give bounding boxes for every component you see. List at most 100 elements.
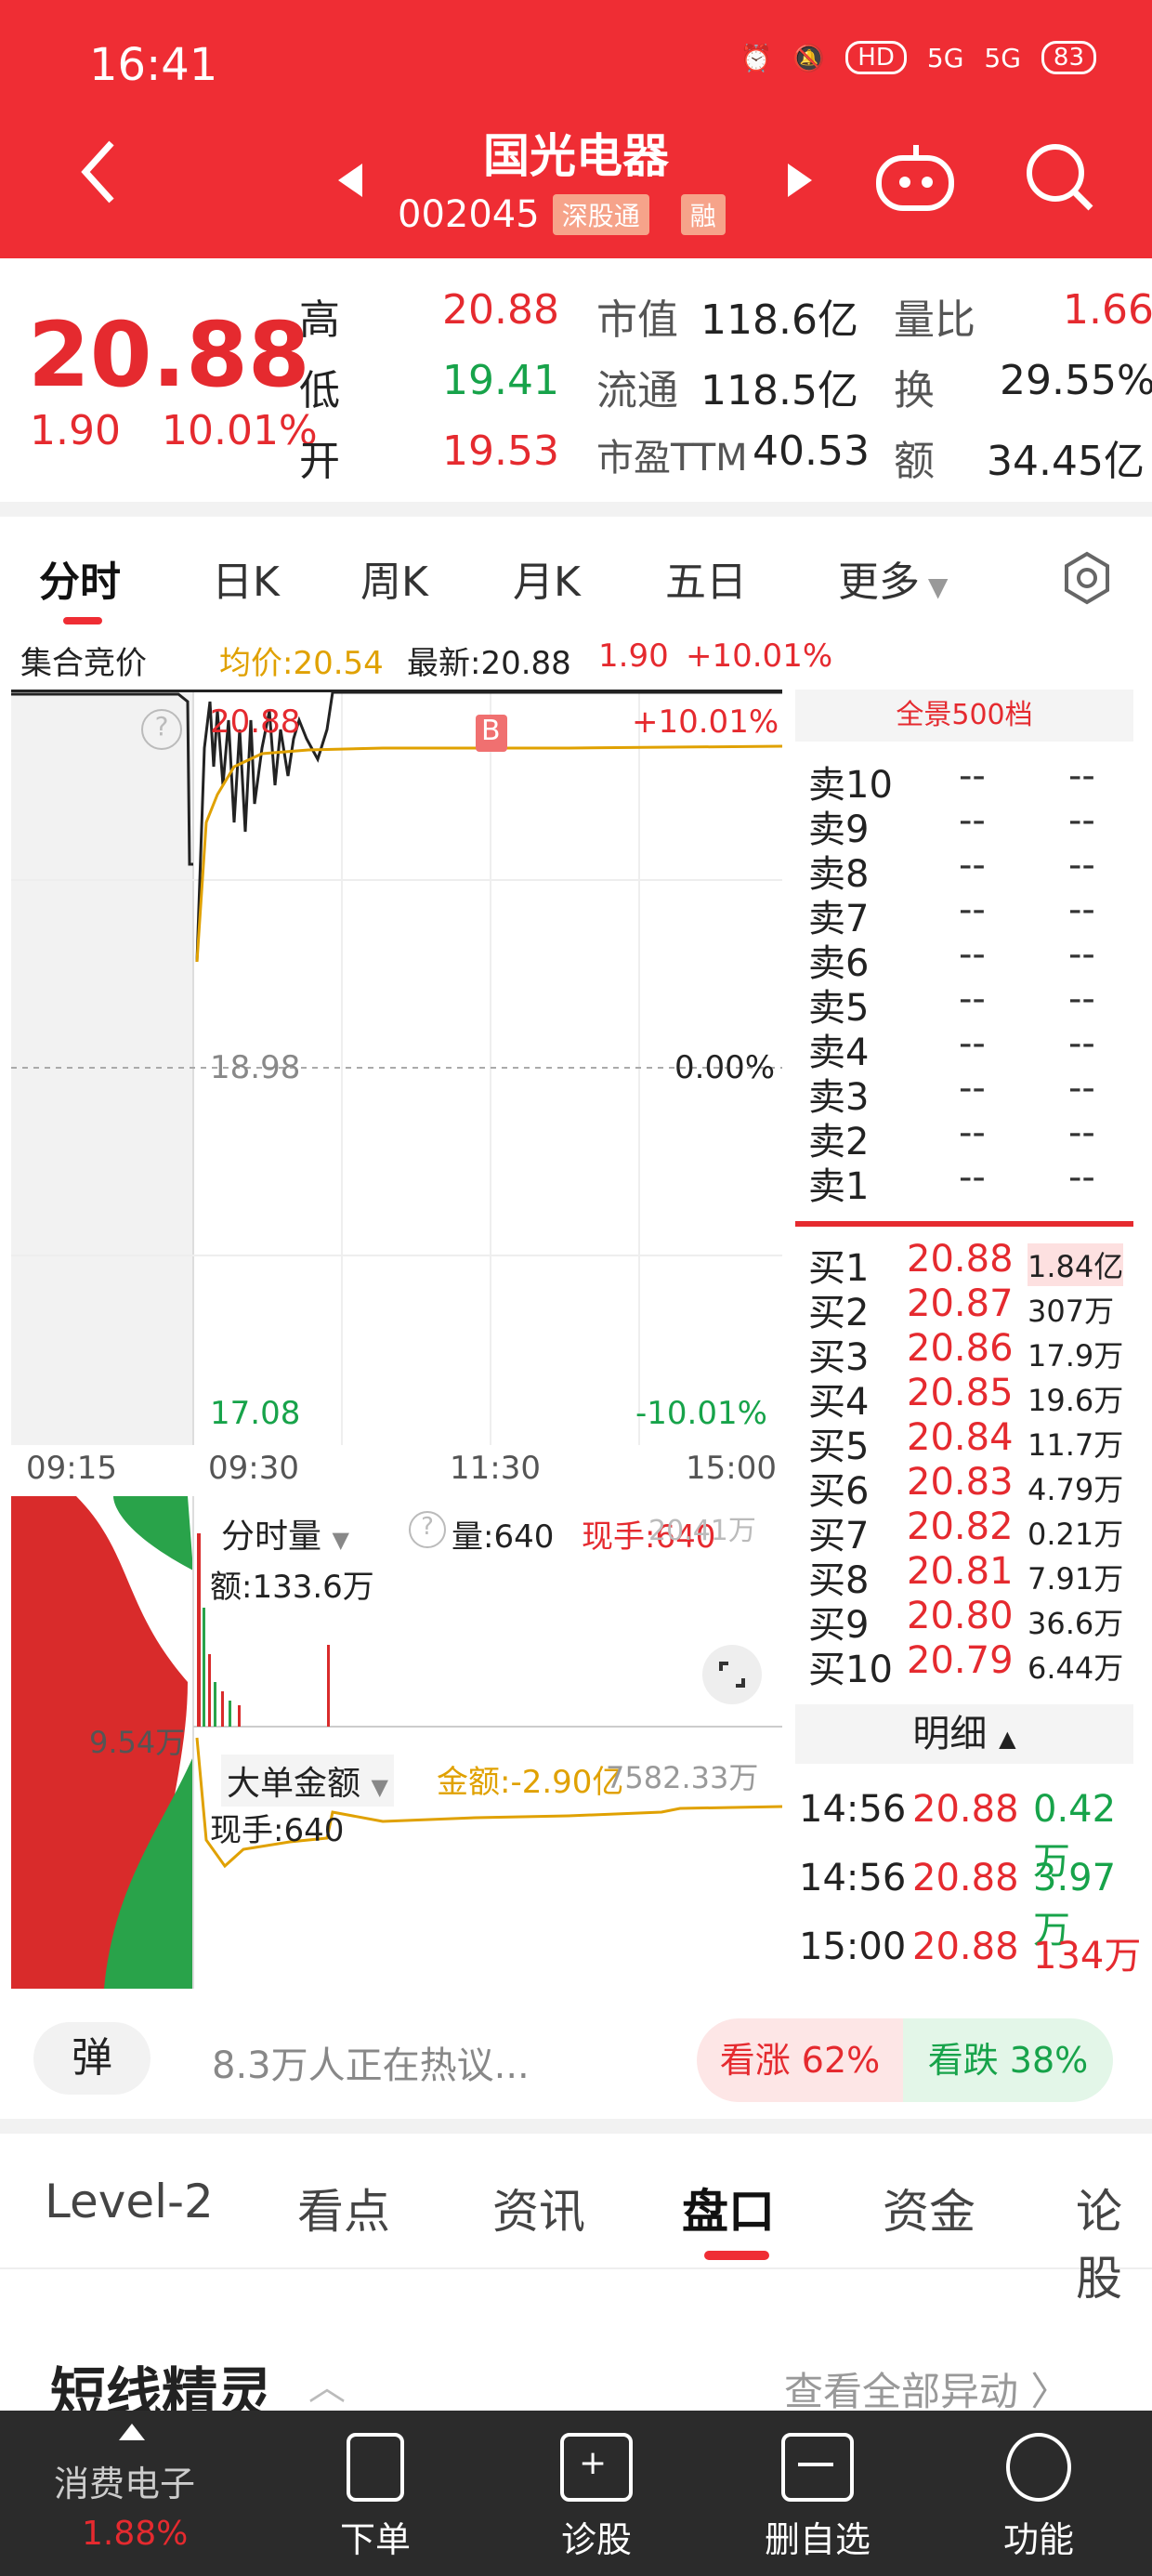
tab-news[interactable]: 资讯 bbox=[492, 2185, 585, 2239]
trade-time: 15:00 bbox=[799, 1925, 907, 1968]
buy-level-price: 20.86 bbox=[907, 1327, 1014, 1370]
turnover-value: 29.55% bbox=[1000, 357, 1152, 404]
current-hand: 现手:640 bbox=[582, 1518, 716, 1556]
buy-level-price: 20.80 bbox=[907, 1595, 1014, 1637]
hot-discussion[interactable]: 8.3万人正在热议... bbox=[212, 2044, 530, 2087]
buy-level-label: 买5 bbox=[808, 1426, 870, 1468]
sell-level-row: 卖10 -- -- bbox=[795, 755, 1141, 807]
buy-level-volume: 6.44万 bbox=[1028, 1650, 1124, 1686]
volume-panel[interactable]: 分时量 ▼ ? 量:640 现手:640 20.41万 额:133.6万 9.5… bbox=[11, 1496, 782, 1989]
tab-five-day[interactable]: 五日 bbox=[665, 559, 747, 606]
sell-level-label: 卖5 bbox=[808, 987, 870, 1030]
help-icon[interactable]: ? bbox=[141, 709, 182, 750]
auction-label[interactable]: 集合竞价 bbox=[20, 645, 147, 682]
big-order-right: 7582.33万 bbox=[606, 1760, 759, 1795]
remove-watchlist-button[interactable]: 删自选 bbox=[743, 2433, 892, 2562]
tab-funds[interactable]: 资金 bbox=[883, 2185, 975, 2239]
tab-intraday[interactable]: 分时 bbox=[39, 559, 121, 606]
buy-level-label: 买8 bbox=[808, 1559, 870, 1602]
tab-forum[interactable]: 论股 bbox=[1076, 2185, 1122, 2306]
sell-level-label: 卖3 bbox=[808, 1076, 870, 1119]
buy-level-volume: 7.91万 bbox=[1028, 1561, 1124, 1597]
order-icon bbox=[347, 2433, 404, 2502]
status-time: 16:41 bbox=[89, 39, 218, 91]
tab-level2[interactable]: Level-2 bbox=[45, 2175, 214, 2228]
sell-level-label: 卖1 bbox=[808, 1165, 870, 1208]
view-all-link[interactable]: 查看全部异动 〉 bbox=[784, 2360, 1069, 2417]
buy-level-volume: 19.6万 bbox=[1028, 1383, 1124, 1418]
diagnose-icon: + bbox=[560, 2433, 633, 2502]
robot-icon[interactable] bbox=[873, 139, 957, 217]
tab-daily-k[interactable]: 日K bbox=[212, 559, 280, 606]
diagnose-label: 诊股 bbox=[560, 2519, 632, 2560]
sell-level-row: 卖2 -- -- bbox=[795, 1111, 1141, 1163]
buy-level-price: 20.79 bbox=[907, 1639, 1014, 1682]
sell-level-label: 卖6 bbox=[808, 942, 870, 985]
alarm-icon: ⏰ bbox=[740, 42, 773, 73]
trade-time: 14:56 bbox=[799, 1788, 907, 1831]
functions-label: 功能 bbox=[1002, 2519, 1074, 2560]
big-order-title[interactable]: 大单金额 ▼ bbox=[221, 1755, 394, 1807]
tab-underline bbox=[63, 617, 102, 624]
buy-marker[interactable]: B bbox=[481, 715, 501, 747]
intraday-svg bbox=[11, 692, 782, 1445]
buy-level-row: 买7 20.82 0.21万 bbox=[795, 1505, 1141, 1557]
danmu-toggle[interactable]: 弹 bbox=[33, 2022, 151, 2095]
divider bbox=[0, 2119, 1152, 2134]
intraday-chart[interactable]: ? 20.88 B +10.01% 18.98 0.00% 17.08 -10.… bbox=[11, 690, 782, 1445]
trade-price: 20.88 bbox=[912, 1857, 1019, 1899]
sector-name[interactable]: 消费电子 bbox=[54, 2464, 196, 2504]
help-icon[interactable]: ? bbox=[409, 1511, 446, 1548]
level500-button[interactable]: 全景500档 bbox=[795, 690, 1133, 742]
buy-level-price: 20.87 bbox=[907, 1282, 1014, 1325]
menu-icon bbox=[1006, 2433, 1071, 2502]
collapse-icon[interactable]: ︿ bbox=[308, 2366, 346, 2409]
order-button[interactable]: 下单 bbox=[301, 2433, 450, 2562]
settings-icon[interactable] bbox=[1059, 550, 1115, 610]
bullish-button[interactable]: 看涨 62% bbox=[697, 2018, 903, 2102]
buy-level-label: 买1 bbox=[808, 1247, 870, 1290]
sell-level-row: 卖1 -- -- bbox=[795, 1156, 1141, 1208]
sell-level-label: 卖2 bbox=[808, 1121, 870, 1163]
sell-level-label: 卖9 bbox=[808, 808, 870, 851]
time-label-0915: 09:15 bbox=[26, 1450, 117, 1487]
mcap-value: 118.6亿 bbox=[700, 296, 858, 344]
buy-level-price: 20.81 bbox=[907, 1550, 1014, 1593]
sell-level-row: 卖5 -- -- bbox=[795, 978, 1141, 1030]
quote-panel: 20.88 1.90 10.01% 高 20.88 低 19.41 开 19.5… bbox=[0, 258, 1152, 502]
volume-title[interactable]: 分时量 ▼ bbox=[221, 1509, 349, 1557]
buy-level-row: 买9 20.80 36.6万 bbox=[795, 1595, 1141, 1647]
margin-tag: 融 bbox=[680, 194, 726, 235]
buy-level-price: 20.85 bbox=[907, 1372, 1014, 1414]
detail-header[interactable]: 明细 ▲ bbox=[795, 1704, 1133, 1764]
remove-watchlist-label: 删自选 bbox=[764, 2519, 871, 2560]
latest-change: 1.90 bbox=[598, 637, 669, 675]
sell-level-volume: -- bbox=[1068, 1067, 1095, 1110]
back-icon[interactable] bbox=[80, 139, 117, 208]
tab-monthly-k[interactable]: 月K bbox=[513, 559, 581, 606]
functions-button[interactable]: 功能 bbox=[964, 2433, 1113, 2562]
sell-level-label: 卖7 bbox=[808, 898, 870, 940]
tab-weekly-k[interactable]: 周K bbox=[360, 559, 428, 606]
high-value: 20.88 bbox=[442, 286, 559, 334]
buy-level-label: 买6 bbox=[808, 1470, 870, 1513]
time-label-1500: 15:00 bbox=[686, 1450, 777, 1487]
pe-value: 40.53 bbox=[753, 427, 870, 475]
spread-divider bbox=[795, 1221, 1133, 1227]
tab-orderbook[interactable]: 盘口 bbox=[682, 2185, 775, 2239]
prev-stock-icon[interactable] bbox=[336, 162, 364, 203]
bearish-button[interactable]: 看跌 38% bbox=[903, 2018, 1113, 2102]
tab-highlights[interactable]: 看点 bbox=[297, 2185, 390, 2239]
diagnose-button[interactable]: + 诊股 bbox=[522, 2433, 671, 2562]
sell-level-price: -- bbox=[959, 1156, 986, 1199]
next-stock-icon[interactable] bbox=[786, 162, 814, 203]
tab-more-label: 更多 bbox=[838, 559, 920, 606]
search-icon[interactable] bbox=[1022, 139, 1096, 217]
latest-pct: +10.01% bbox=[686, 637, 833, 675]
tab-more[interactable]: 更多 ▼ bbox=[838, 548, 948, 608]
float-value: 118.5亿 bbox=[700, 367, 858, 414]
expand-icon[interactable] bbox=[702, 1645, 762, 1704]
mute-icon: 🔕 bbox=[792, 42, 826, 73]
amount-label: 额 bbox=[894, 438, 935, 485]
buy-level-price: 20.82 bbox=[907, 1505, 1014, 1548]
